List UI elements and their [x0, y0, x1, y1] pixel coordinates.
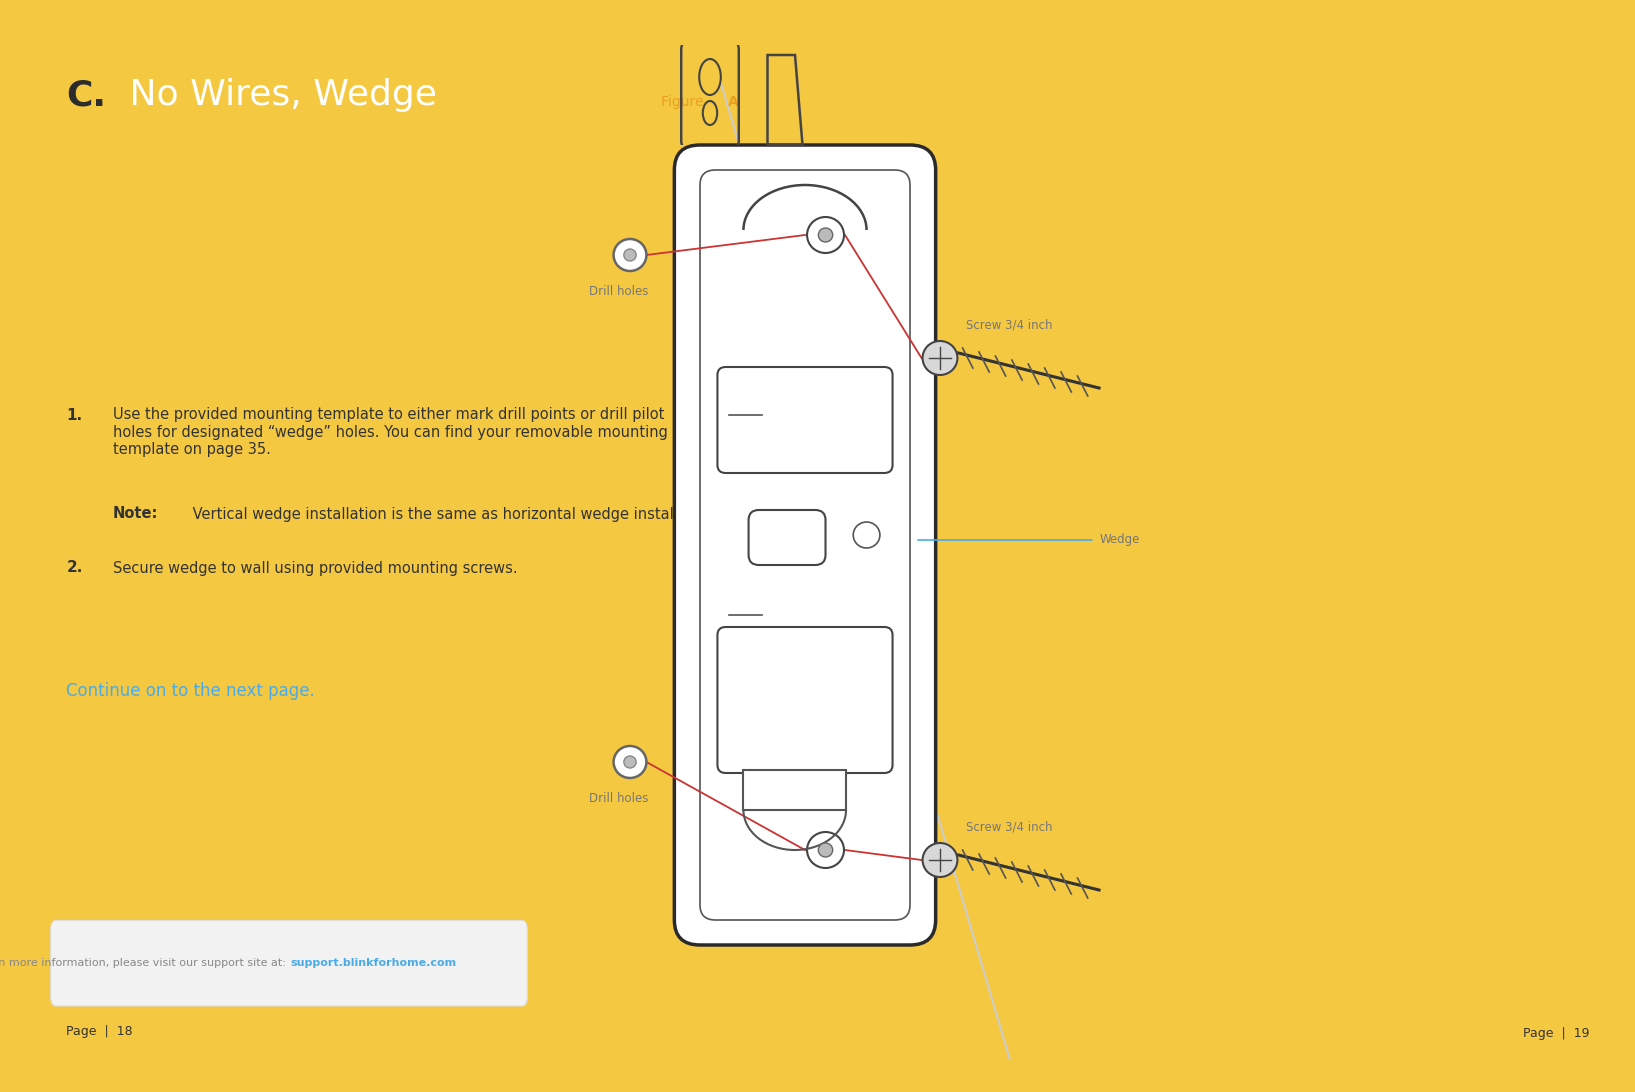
Circle shape [613, 746, 646, 778]
Text: Continue on to the next page.: Continue on to the next page. [67, 682, 316, 700]
Text: Secure wedge to wall using provided mounting screws.: Secure wedge to wall using provided moun… [113, 560, 518, 575]
Text: support.blinkforhome.com: support.blinkforhome.com [289, 959, 456, 969]
Circle shape [853, 522, 880, 548]
Text: 1.: 1. [67, 407, 82, 423]
Text: Page  |  18: Page | 18 [67, 1024, 132, 1037]
Circle shape [819, 228, 832, 242]
Text: Drill holes: Drill holes [589, 792, 649, 805]
Text: Figure: Figure [661, 95, 708, 109]
Circle shape [808, 217, 844, 253]
Text: Use the provided mounting template to either mark drill points or drill pilot
ho: Use the provided mounting template to ei… [113, 407, 667, 458]
Circle shape [625, 249, 636, 261]
FancyBboxPatch shape [700, 170, 911, 919]
Text: A: A [728, 95, 739, 109]
Circle shape [922, 341, 958, 375]
FancyBboxPatch shape [744, 770, 845, 810]
Text: Drill holes: Drill holes [589, 285, 649, 298]
FancyBboxPatch shape [51, 921, 526, 1006]
Text: Note:: Note: [113, 507, 159, 522]
Text: Wedge: Wedge [1100, 534, 1140, 546]
Circle shape [808, 832, 844, 868]
Text: No Wires, Wedge: No Wires, Wedge [118, 78, 437, 112]
Text: Page  |  19: Page | 19 [1522, 1026, 1589, 1040]
Circle shape [625, 756, 636, 768]
Circle shape [613, 239, 646, 271]
FancyBboxPatch shape [674, 145, 935, 945]
FancyBboxPatch shape [749, 510, 826, 565]
Text: Screw 3/4 inch: Screw 3/4 inch [966, 318, 1053, 331]
Text: C.: C. [67, 78, 106, 112]
Text: Vertical wedge installation is the same as horizontal wedge installation.: Vertical wedge installation is the same … [188, 507, 719, 522]
Circle shape [922, 843, 958, 877]
Text: Screw 3/4 inch: Screw 3/4 inch [966, 820, 1053, 833]
FancyBboxPatch shape [718, 367, 893, 473]
Text: 2.: 2. [67, 560, 83, 575]
Circle shape [819, 843, 832, 857]
Text: For even more information, please visit our support site at:: For even more information, please visit … [0, 959, 289, 969]
FancyBboxPatch shape [718, 627, 893, 773]
